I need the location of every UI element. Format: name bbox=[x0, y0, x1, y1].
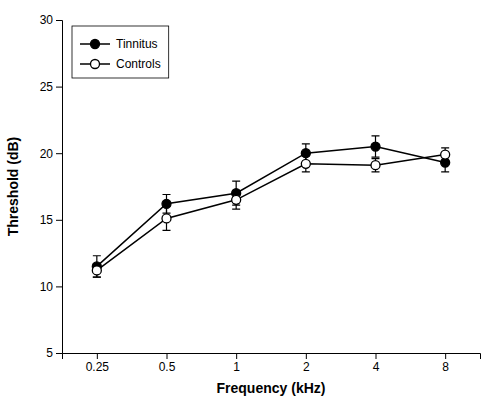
point bbox=[92, 266, 101, 275]
chart: 0.25 0.5 1 2 4 8 5 10 15 20 25 30 Tinnitus Controls Fr… bbox=[0, 0, 500, 405]
legend: Tinnitus Controls bbox=[72, 26, 169, 78]
y-tick: 20 bbox=[40, 147, 62, 161]
y-tick-mark bbox=[56, 153, 62, 154]
y-tick: 25 bbox=[40, 80, 62, 94]
marks bbox=[92, 136, 449, 277]
x-axis-title: Frequency (kHz) bbox=[217, 380, 326, 396]
series bbox=[92, 136, 449, 277]
point bbox=[301, 159, 310, 168]
x-tick-label: 0.25 bbox=[86, 360, 110, 374]
plot: 0.25 0.5 1 2 4 8 5 10 15 20 25 30 Tinnitus Controls bbox=[40, 13, 481, 373]
x-tick-label: 4 bbox=[373, 360, 380, 374]
y-tick: 5 bbox=[46, 346, 62, 360]
series bbox=[92, 148, 449, 277]
point bbox=[232, 195, 241, 204]
x-tick-label: 8 bbox=[442, 360, 449, 374]
error-bar bbox=[372, 159, 380, 172]
legend-marker bbox=[91, 60, 100, 69]
x-tick-mark bbox=[97, 353, 98, 359]
y-tick-mark bbox=[56, 220, 62, 221]
x-tick: 8 bbox=[442, 353, 449, 374]
y-tick: 30 bbox=[40, 13, 62, 27]
x-tick-mark bbox=[236, 353, 237, 359]
y-tick-label: 20 bbox=[40, 147, 54, 161]
y-axis: 5 10 15 20 25 30 bbox=[40, 13, 63, 360]
x-tick: 4 bbox=[373, 353, 380, 374]
legend-item: Tinnitus bbox=[80, 37, 158, 51]
error-bar bbox=[232, 190, 240, 209]
x-tick: 1 bbox=[233, 353, 240, 374]
x-tick-mark bbox=[167, 353, 168, 359]
x-tick-label: 1 bbox=[233, 360, 240, 374]
x-tick-label: 2 bbox=[303, 360, 310, 374]
legend-label: Tinnitus bbox=[116, 37, 158, 51]
error-bar bbox=[372, 136, 380, 157]
legend-marker bbox=[91, 40, 100, 49]
legend-label: Controls bbox=[116, 57, 161, 71]
x-tick-mark bbox=[445, 353, 446, 359]
series-line bbox=[97, 155, 445, 271]
error-bar bbox=[93, 264, 101, 277]
legend-items: Tinnitus Controls bbox=[80, 37, 161, 71]
y-tick-mark bbox=[56, 353, 62, 354]
y-tick-label: 5 bbox=[46, 346, 53, 360]
y-tick-label: 10 bbox=[40, 280, 54, 294]
y-tick-mark bbox=[56, 87, 62, 88]
y-axis-title: Threshold (dB) bbox=[5, 137, 21, 237]
x-tick: 0.5 bbox=[159, 353, 176, 374]
series-line bbox=[97, 147, 445, 267]
x-tick-label: 0.5 bbox=[159, 360, 176, 374]
x-tick-mark bbox=[376, 353, 377, 359]
legend-item: Controls bbox=[80, 57, 161, 71]
error-bar bbox=[441, 148, 449, 161]
y-tick-label: 25 bbox=[40, 80, 54, 94]
x-tick: 2 bbox=[303, 353, 310, 374]
x-axis: 0.25 0.5 1 2 4 8 bbox=[63, 353, 481, 374]
x-axis-line bbox=[63, 354, 481, 360]
x-tick: 0.25 bbox=[86, 353, 110, 374]
point bbox=[371, 161, 380, 170]
error-bar bbox=[163, 206, 171, 230]
x-tick-mark bbox=[306, 353, 307, 359]
y-axis-line bbox=[56, 21, 63, 354]
legend-box bbox=[72, 26, 169, 78]
y-tick-mark bbox=[56, 20, 62, 21]
point bbox=[371, 142, 380, 151]
y-tick-mark bbox=[56, 286, 62, 287]
error-bar bbox=[302, 156, 310, 172]
point bbox=[441, 150, 450, 159]
y-tick-label: 15 bbox=[40, 213, 54, 227]
error-bar bbox=[93, 256, 101, 277]
point bbox=[162, 214, 171, 223]
y-tick: 15 bbox=[40, 213, 62, 227]
y-tick-label: 30 bbox=[40, 13, 54, 27]
y-tick: 10 bbox=[40, 280, 62, 294]
